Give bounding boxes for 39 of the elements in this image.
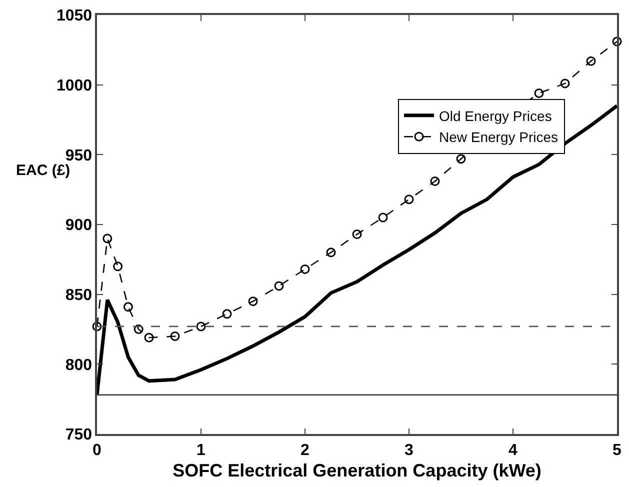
- point: [430, 176, 440, 186]
- point: [123, 302, 133, 312]
- y-tick-label: 900: [65, 217, 92, 234]
- legend-label: Old Energy Prices: [439, 108, 552, 124]
- point: [196, 322, 206, 332]
- point: [134, 324, 144, 334]
- point: [248, 296, 258, 306]
- y-tick-label: 1050: [56, 8, 92, 25]
- point: [352, 230, 362, 240]
- x-tick-label: 3: [404, 442, 414, 459]
- point: [274, 281, 284, 291]
- y-axis-title: EAC (£): [16, 162, 70, 179]
- point: [560, 78, 570, 88]
- y-tick-label: 800: [65, 356, 92, 374]
- point: [456, 154, 466, 164]
- x-tick-label: 0: [92, 442, 102, 459]
- x-tick-label: 2: [300, 442, 310, 459]
- point: [404, 194, 414, 204]
- point: [113, 262, 123, 272]
- point: [586, 56, 596, 66]
- x-tick-label: 4: [508, 442, 518, 459]
- legend-label: New Energy Prices: [439, 129, 558, 146]
- x-tick-label: 1: [196, 442, 206, 459]
- point: [612, 36, 622, 46]
- point: [222, 309, 232, 319]
- point: [102, 234, 112, 244]
- x-axis-title: SOFC Electrical Generation Capacity (kWe): [172, 460, 542, 481]
- point: [170, 331, 180, 341]
- y-tick-label: 850: [65, 286, 92, 304]
- point: [92, 322, 102, 332]
- y-tick-label: 950: [65, 147, 92, 164]
- point: [378, 212, 388, 222]
- y-tick-label: 1000: [56, 77, 92, 94]
- point: [534, 88, 544, 98]
- point: [144, 332, 154, 342]
- point: [300, 264, 310, 274]
- x-tick-label: 5: [612, 442, 622, 459]
- point: [326, 248, 336, 258]
- y-tick-label: 750: [65, 426, 92, 444]
